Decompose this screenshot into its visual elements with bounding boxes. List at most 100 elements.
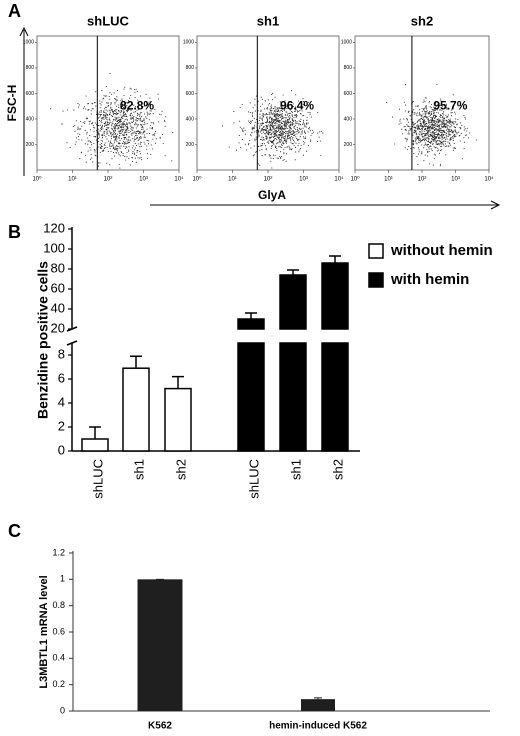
event-dot bbox=[103, 110, 105, 112]
event-dot bbox=[456, 124, 458, 126]
event-dot bbox=[121, 131, 124, 133]
event-dot bbox=[132, 145, 134, 147]
event-dot bbox=[101, 117, 103, 119]
y-tick-label: 400 bbox=[186, 116, 195, 122]
event-dot bbox=[258, 145, 260, 147]
event-dot bbox=[452, 131, 454, 133]
plot-title: shLUC bbox=[87, 13, 130, 28]
event-dot bbox=[291, 111, 293, 113]
event-dot bbox=[433, 122, 435, 124]
event-dot bbox=[275, 134, 277, 136]
event-dot bbox=[281, 116, 283, 118]
event-dot bbox=[286, 118, 289, 120]
event-dot bbox=[437, 135, 439, 137]
event-dot bbox=[432, 128, 434, 130]
event-dot bbox=[117, 145, 119, 148]
event-dot bbox=[112, 115, 114, 118]
event-dot bbox=[124, 137, 127, 139]
event-dot bbox=[284, 127, 286, 129]
event-dot bbox=[414, 137, 416, 139]
event-dot bbox=[296, 122, 298, 124]
event-dot bbox=[266, 124, 268, 126]
event-dot bbox=[132, 104, 134, 106]
event-dot bbox=[455, 131, 457, 133]
event-dot bbox=[113, 133, 115, 135]
event-dot bbox=[80, 120, 82, 123]
event-dot bbox=[123, 128, 125, 130]
event-dot bbox=[124, 124, 127, 126]
legend-label: with hemin bbox=[390, 271, 469, 288]
event-dot bbox=[160, 114, 162, 116]
event-dot bbox=[434, 117, 436, 120]
event-dot bbox=[290, 141, 292, 143]
event-dot bbox=[274, 106, 276, 108]
event-dot bbox=[425, 97, 427, 99]
event-dot bbox=[450, 123, 452, 125]
event-dot bbox=[266, 116, 268, 118]
event-dot bbox=[444, 143, 446, 145]
event-dot bbox=[109, 117, 111, 119]
event-dot bbox=[294, 119, 297, 121]
event-dot bbox=[270, 157, 272, 159]
event-dot bbox=[422, 117, 424, 119]
event-dot bbox=[142, 132, 144, 134]
event-dot bbox=[112, 111, 114, 113]
event-dot bbox=[112, 110, 114, 112]
event-dot bbox=[294, 131, 296, 133]
event-dot bbox=[161, 133, 164, 135]
event-dot bbox=[129, 164, 132, 166]
event-dot bbox=[121, 138, 123, 140]
event-dot bbox=[126, 126, 128, 128]
event-dot bbox=[440, 115, 442, 117]
event-dot bbox=[139, 143, 142, 145]
event-dot bbox=[134, 123, 136, 125]
event-dot bbox=[250, 135, 252, 137]
event-dot bbox=[304, 130, 306, 132]
event-dot bbox=[130, 101, 132, 103]
event-dot bbox=[124, 156, 126, 158]
event-dot bbox=[291, 123, 293, 125]
event-dot bbox=[120, 103, 122, 105]
event-dot bbox=[109, 147, 111, 150]
event-dot bbox=[75, 137, 78, 139]
event-dot bbox=[425, 144, 427, 146]
event-dot bbox=[289, 148, 291, 150]
event-dot bbox=[298, 149, 300, 151]
event-dot bbox=[128, 150, 130, 152]
event-dot bbox=[99, 124, 102, 126]
event-dot bbox=[115, 135, 118, 137]
event-dot bbox=[120, 120, 123, 122]
y-tick-label: 800 bbox=[26, 65, 35, 71]
event-dot bbox=[264, 100, 266, 102]
event-dot bbox=[427, 129, 429, 131]
event-dot bbox=[86, 117, 88, 119]
event-dot bbox=[416, 143, 418, 145]
event-dot bbox=[270, 129, 272, 131]
event-dot bbox=[149, 110, 151, 112]
event-dot bbox=[289, 128, 291, 130]
event-dot bbox=[123, 100, 125, 103]
event-dot bbox=[113, 92, 115, 94]
event-dot bbox=[111, 109, 113, 111]
event-dot bbox=[146, 128, 148, 130]
event-dot bbox=[248, 142, 250, 144]
event-dot bbox=[277, 115, 279, 118]
event-dot bbox=[113, 126, 115, 128]
event-dot bbox=[419, 113, 421, 116]
event-dot bbox=[285, 140, 288, 142]
event-dot bbox=[306, 124, 308, 126]
event-dot bbox=[85, 161, 87, 163]
event-dot bbox=[452, 135, 454, 137]
event-dot bbox=[295, 107, 297, 109]
event-dot bbox=[103, 95, 105, 97]
event-dot bbox=[277, 121, 279, 123]
event-dot bbox=[258, 133, 260, 135]
event-dot bbox=[110, 140, 112, 142]
event-dot bbox=[270, 136, 272, 138]
event-dot bbox=[273, 127, 275, 129]
bar bbox=[279, 342, 307, 452]
event-dot bbox=[445, 103, 448, 105]
event-dot bbox=[103, 132, 105, 135]
event-dot bbox=[281, 110, 284, 112]
event-dot bbox=[125, 143, 127, 145]
